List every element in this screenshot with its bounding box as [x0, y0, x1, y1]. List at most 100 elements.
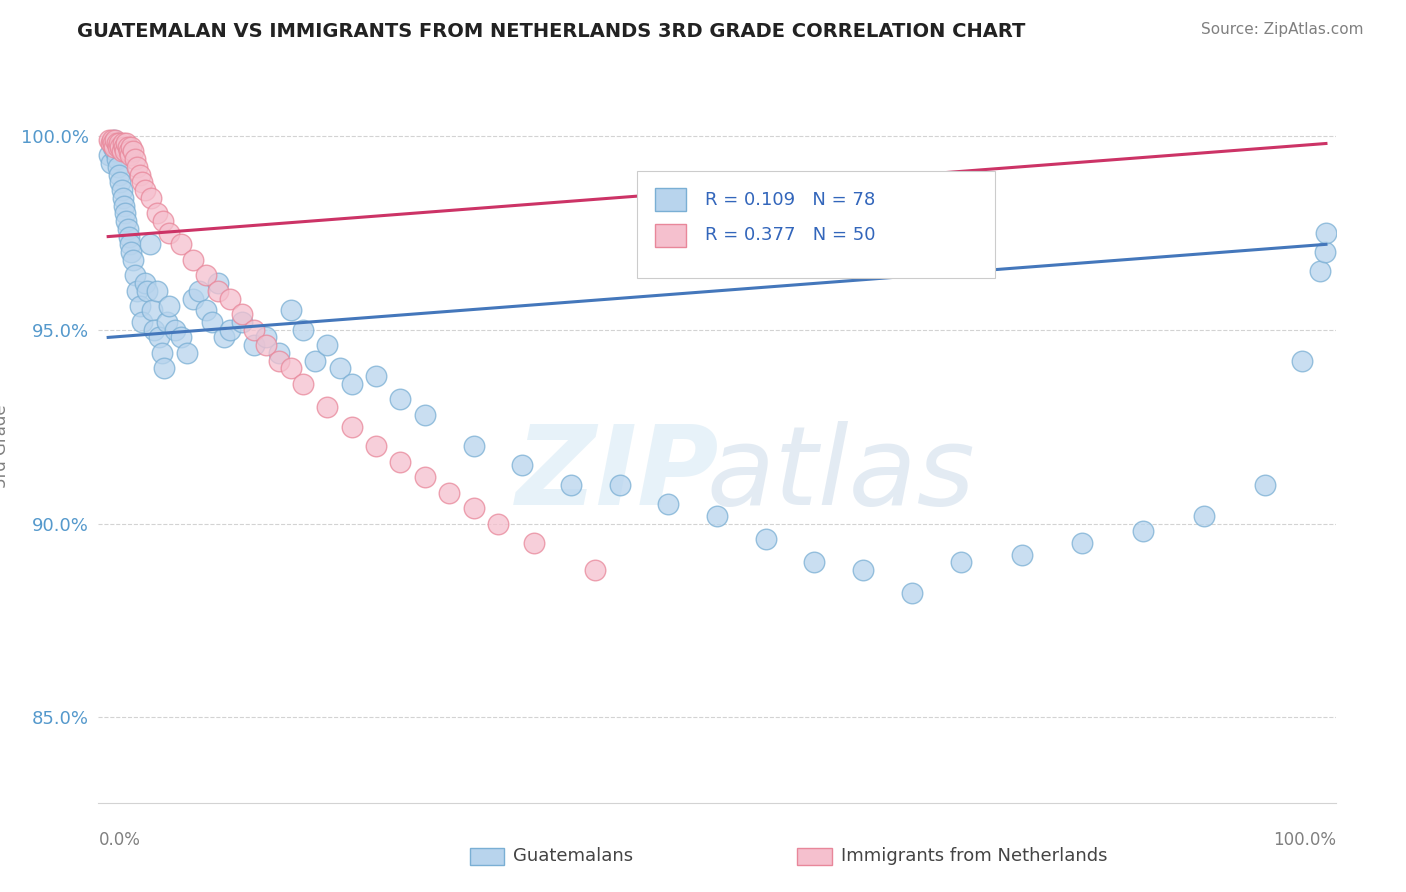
Text: atlas: atlas	[706, 421, 976, 528]
Point	[1132, 524, 1154, 539]
Point	[114, 145, 136, 159]
Point	[413, 408, 436, 422]
Point	[510, 458, 533, 473]
Point	[121, 252, 143, 267]
Point	[153, 361, 176, 376]
Point	[188, 284, 211, 298]
Point	[280, 303, 302, 318]
Point	[115, 214, 138, 228]
Point	[1192, 508, 1215, 523]
Point	[364, 369, 387, 384]
Point	[138, 237, 160, 252]
Point	[486, 516, 509, 531]
Text: Guatemalans: Guatemalans	[513, 847, 633, 865]
Point	[583, 563, 606, 577]
Point	[340, 376, 363, 391]
Point	[901, 586, 924, 600]
Point	[1313, 245, 1336, 260]
Point	[120, 245, 142, 260]
Point	[219, 292, 242, 306]
Point	[194, 268, 217, 283]
Point	[267, 346, 290, 360]
Point	[141, 303, 163, 318]
Point	[101, 136, 124, 151]
Point	[124, 268, 146, 283]
Point	[110, 175, 132, 189]
Point	[292, 323, 315, 337]
Point	[304, 353, 326, 368]
Point	[949, 555, 972, 569]
Point	[118, 145, 141, 159]
Point	[243, 338, 266, 352]
Point	[108, 168, 131, 182]
Point	[364, 439, 387, 453]
Point	[389, 454, 412, 468]
Point	[852, 563, 875, 577]
Point	[120, 140, 142, 154]
Point	[183, 292, 205, 306]
Point	[463, 439, 485, 453]
Point	[413, 470, 436, 484]
Point	[148, 330, 170, 344]
Point	[101, 133, 124, 147]
Point	[1011, 548, 1033, 562]
Point	[328, 361, 350, 376]
Point	[120, 148, 142, 162]
Point	[523, 536, 546, 550]
Point	[124, 152, 146, 166]
Point	[115, 136, 138, 151]
Point	[1071, 536, 1094, 550]
Text: GUATEMALAN VS IMMIGRANTS FROM NETHERLANDS 3RD GRADE CORRELATION CHART: GUATEMALAN VS IMMIGRANTS FROM NETHERLAND…	[77, 22, 1026, 41]
Point	[207, 276, 229, 290]
Point	[120, 237, 142, 252]
Point	[105, 152, 128, 166]
Point	[1315, 226, 1337, 240]
Point	[219, 323, 242, 337]
Point	[463, 501, 485, 516]
Point	[107, 160, 129, 174]
Point	[267, 353, 290, 368]
Point	[560, 477, 582, 491]
Point	[112, 140, 135, 154]
Point	[98, 133, 121, 147]
Point	[118, 229, 141, 244]
Point	[131, 175, 153, 189]
Point	[389, 392, 412, 407]
Point	[139, 191, 162, 205]
Point	[1309, 264, 1331, 278]
Point	[108, 136, 131, 151]
Point	[176, 346, 198, 360]
Point	[609, 477, 631, 491]
Point	[1254, 477, 1277, 491]
Point	[112, 198, 135, 212]
Point	[170, 330, 193, 344]
Point	[107, 140, 129, 154]
Point	[201, 315, 224, 329]
Point	[152, 214, 174, 228]
Point	[100, 156, 122, 170]
Point	[121, 145, 143, 159]
Point	[136, 284, 159, 298]
Point	[117, 140, 139, 154]
Text: Source: ZipAtlas.com: Source: ZipAtlas.com	[1201, 22, 1364, 37]
Text: R = 0.377   N = 50: R = 0.377 N = 50	[704, 227, 875, 244]
Text: Immigrants from Netherlands: Immigrants from Netherlands	[841, 847, 1108, 865]
Point	[706, 508, 728, 523]
Point	[111, 191, 134, 205]
Point	[143, 323, 166, 337]
Text: 100.0%: 100.0%	[1272, 831, 1336, 849]
Point	[755, 532, 778, 546]
Y-axis label: 3rd Grade: 3rd Grade	[0, 404, 10, 488]
Text: R = 0.109   N = 78: R = 0.109 N = 78	[704, 191, 875, 209]
Text: 0.0%: 0.0%	[98, 831, 141, 849]
Point	[128, 168, 150, 182]
Point	[280, 361, 302, 376]
Point	[256, 338, 278, 352]
Bar	[655, 224, 686, 247]
Point	[292, 376, 315, 391]
Point	[103, 140, 125, 154]
Point	[150, 346, 173, 360]
Point	[340, 419, 363, 434]
Point	[111, 136, 134, 151]
Point	[134, 183, 156, 197]
